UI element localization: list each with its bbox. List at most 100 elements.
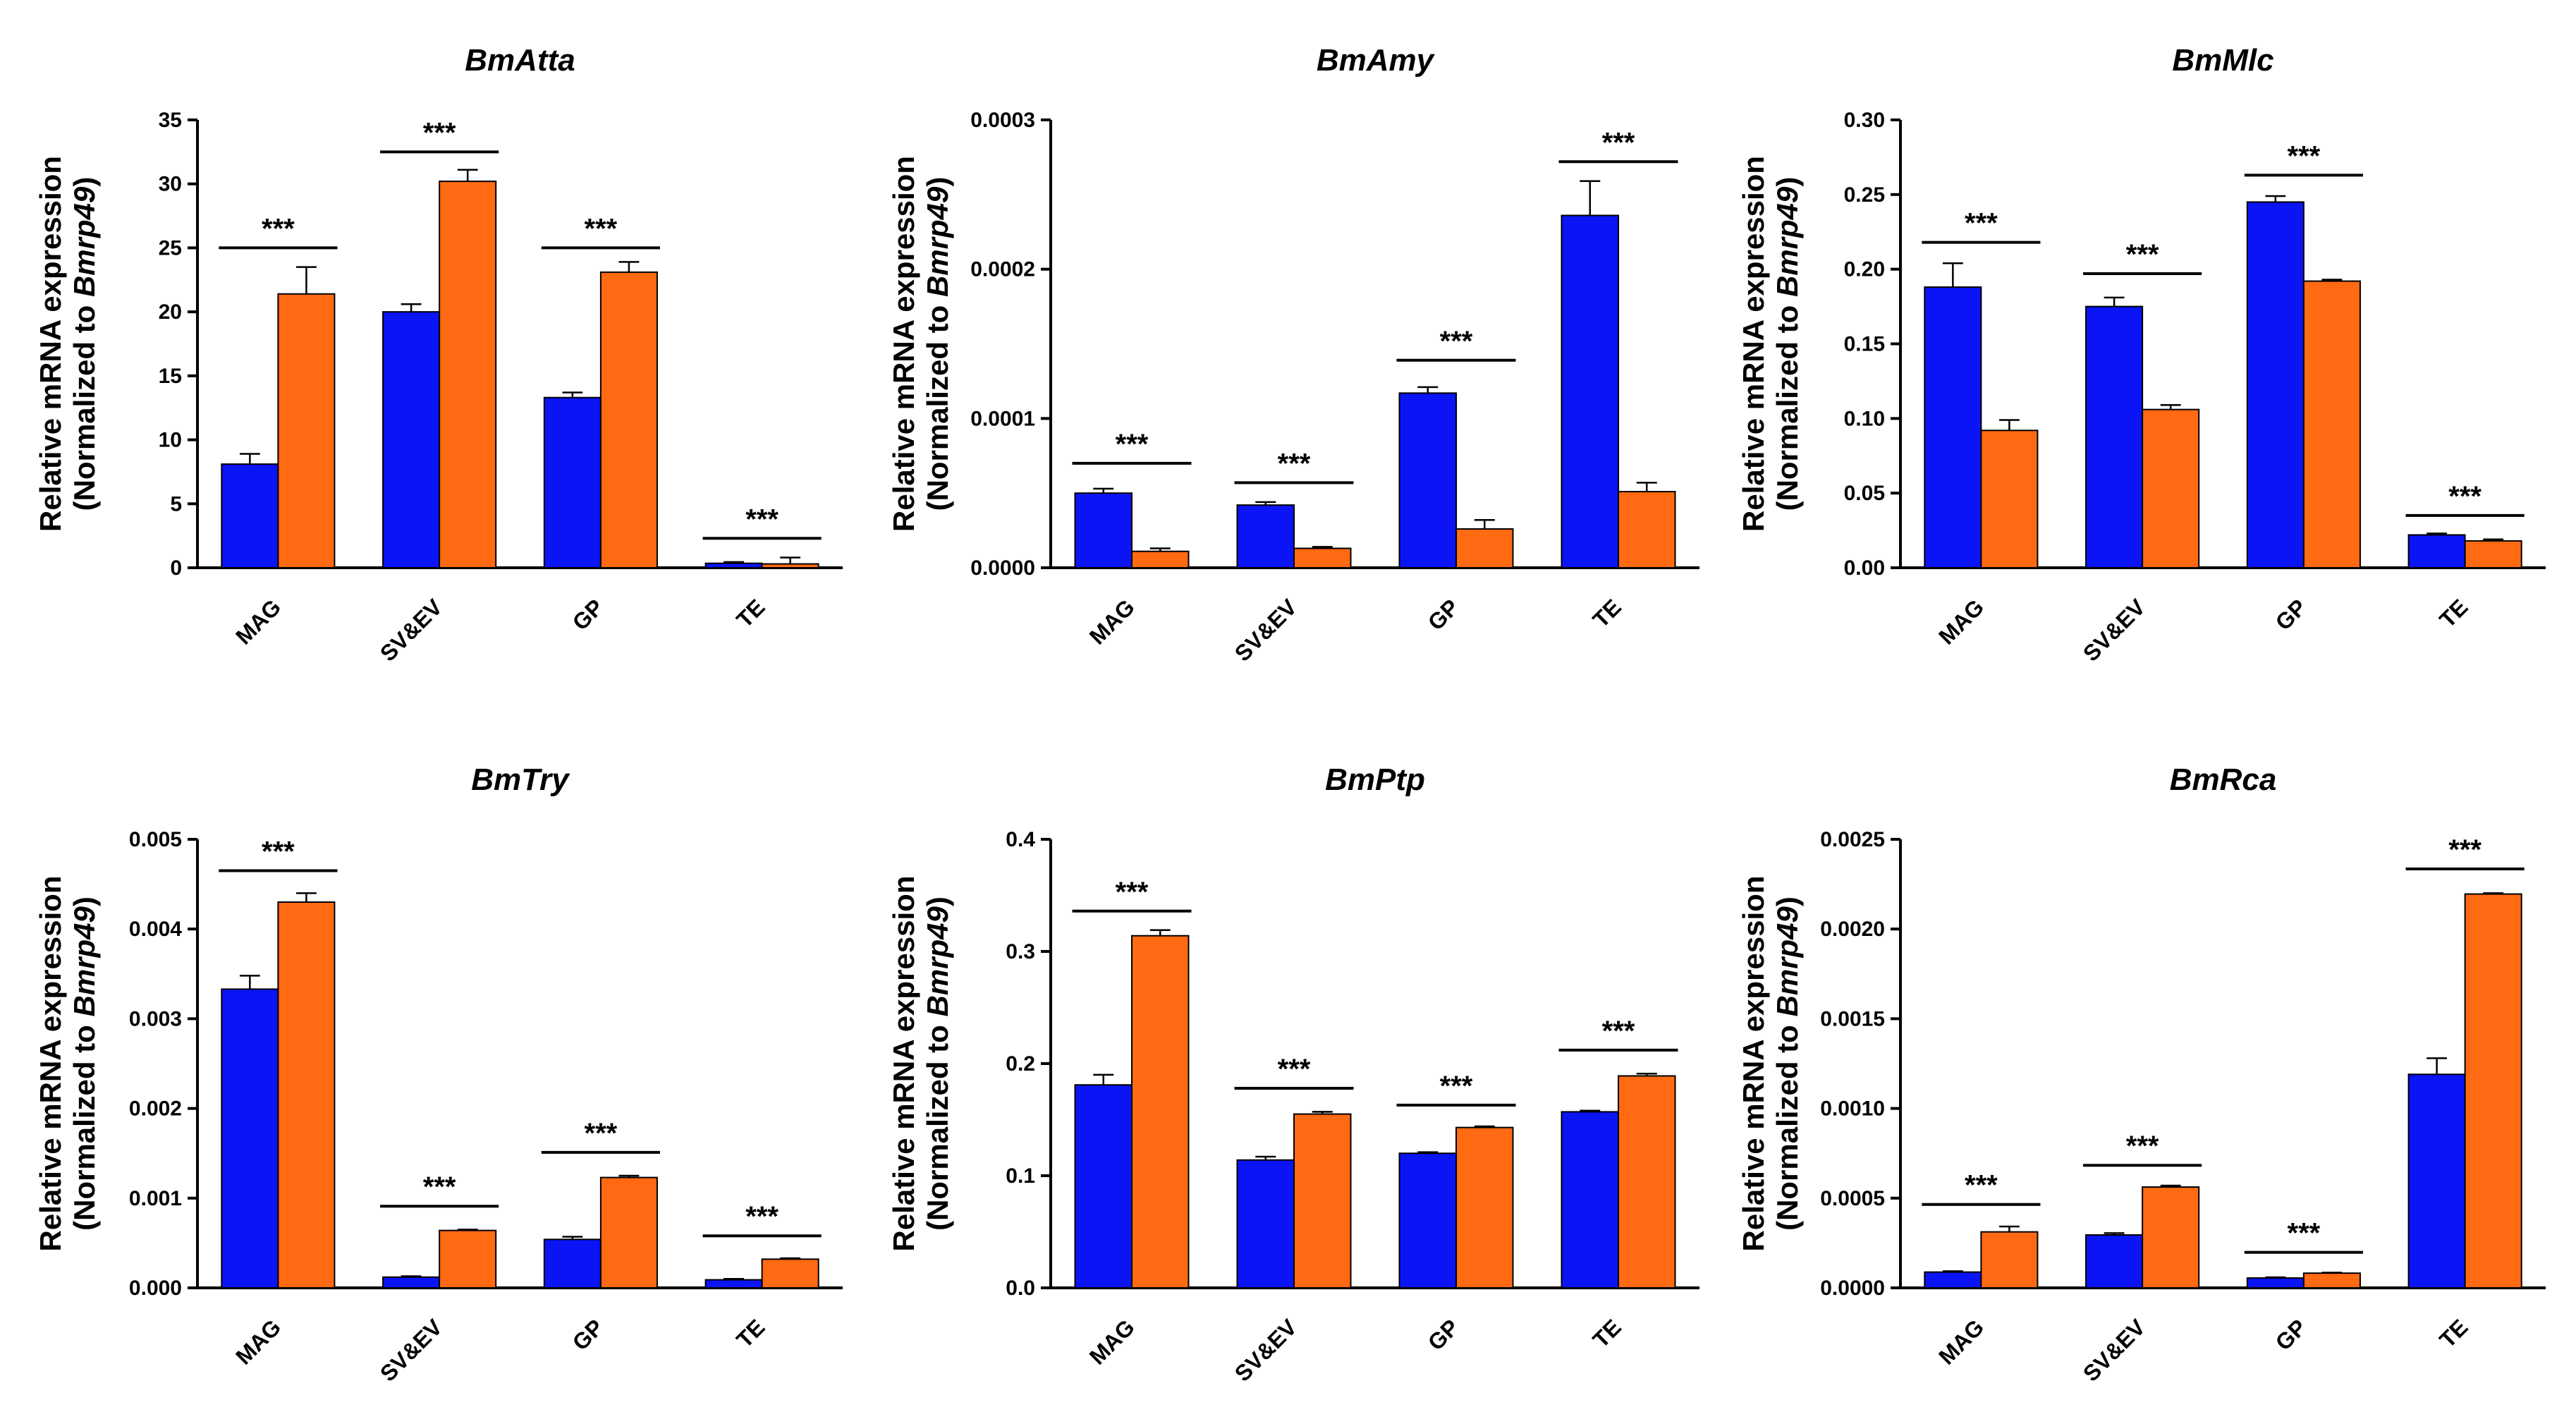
y-tick-label: 0.20 <box>1844 258 1885 281</box>
significance-label: *** <box>1278 448 1311 479</box>
y-tick-label: 0.002 <box>129 1097 182 1121</box>
y-tick-label: 0.001 <box>129 1187 182 1210</box>
bar-blue-0 <box>1924 1271 1982 1289</box>
x-category-label: GP <box>1423 1314 1464 1355</box>
bar-orange-1 <box>1293 547 1352 569</box>
significance-label: *** <box>1440 1071 1473 1102</box>
y-axis-label-suffix: ) <box>921 896 954 906</box>
bar-blue-1 <box>1236 504 1295 568</box>
y-tick-label: 0.0003 <box>970 109 1035 132</box>
y-axis-label-line2: (Normalized to <box>921 1017 954 1231</box>
bar-blue-0 <box>221 988 279 1289</box>
bar-orange-0 <box>1980 1231 2039 1289</box>
y-tick-label: 0.003 <box>129 1007 182 1030</box>
bar-orange-0 <box>277 901 336 1289</box>
chart-title: BmMlc <box>2172 43 2273 78</box>
y-axis-label-gene: Bmrp49 <box>921 186 954 297</box>
chart-panel-bmamy: BmAmy Relative mRNA expression(Normalized… <box>887 43 1699 667</box>
bar-orange-2 <box>1455 528 1514 569</box>
x-category-label: SV&EV <box>375 1314 448 1387</box>
y-axis-label-line2: (Normalized to <box>1771 1017 1804 1231</box>
x-category-label: MAG <box>1085 594 1140 649</box>
y-axis-label-line1: Relative mRNA expression <box>1737 156 1770 532</box>
y-axis-label-gene: Bmrp49 <box>68 906 101 1016</box>
bar-blue-3 <box>704 562 763 569</box>
significance-label: *** <box>745 1201 779 1232</box>
y-axis-label-line1: Relative mRNA expression <box>887 876 920 1252</box>
bar-blue-2 <box>2246 1277 2305 1289</box>
significance-label: *** <box>1965 208 1998 239</box>
chart-panel-bmtry: BmTry Relative mRNA expression(Normalized… <box>34 762 843 1387</box>
y-axis-label-suffix: ) <box>68 177 101 187</box>
y-tick-label: 0.1 <box>1006 1164 1035 1188</box>
significance-label: *** <box>1602 1016 1635 1047</box>
chart-title: BmRca <box>2170 762 2277 797</box>
bar-orange-1 <box>1293 1113 1352 1289</box>
significance-label: *** <box>262 836 295 868</box>
y-tick-label: 0.0001 <box>970 407 1035 430</box>
y-tick-label: 0.0 <box>1006 1277 1035 1300</box>
y-axis-label-gene: Bmrp49 <box>921 906 954 1016</box>
y-tick-label: 15 <box>159 365 182 388</box>
x-category-label: GP <box>568 1314 609 1355</box>
x-category-label: TE <box>1588 594 1626 632</box>
chart-title: BmPtp <box>1325 762 1425 797</box>
x-category-label: GP <box>568 594 609 635</box>
significance-label: *** <box>1116 429 1149 460</box>
y-axis-label: Relative mRNA expression(Normalized to B… <box>34 156 101 532</box>
bar-blue-2 <box>1398 392 1457 568</box>
x-category-label: TE <box>2434 1314 2472 1352</box>
bar-blue-2 <box>543 396 602 569</box>
bar-orange-3 <box>761 1258 819 1289</box>
bar-orange-1 <box>439 1229 497 1289</box>
bar-orange-2 <box>2302 1272 2361 1289</box>
y-tick-label: 0.30 <box>1844 109 1885 132</box>
y-axis-label-line1: Relative mRNA expression <box>1737 876 1770 1252</box>
y-tick-label: 0.25 <box>1844 183 1885 207</box>
x-category-label: GP <box>2271 1314 2312 1355</box>
y-axis-label: Relative mRNA expression(Normalized to B… <box>1737 156 1804 532</box>
bar-orange-0 <box>1131 935 1190 1289</box>
y-tick-label: 0.00 <box>1844 556 1885 580</box>
chart-title: BmAtta <box>465 43 575 78</box>
x-category-label: TE <box>731 1314 769 1352</box>
bar-orange-2 <box>599 1176 658 1289</box>
significance-label: *** <box>2288 1218 2321 1249</box>
chart-title: BmTry <box>471 762 570 797</box>
y-axis-label-line2: (Normalized to <box>68 1017 101 1231</box>
bar-blue-0 <box>221 463 279 568</box>
bar-blue-1 <box>2085 1234 2144 1289</box>
chart-panel-bmatta: BmAtta Relative mRNA expression(Normalize… <box>34 43 843 667</box>
significance-label: *** <box>2126 239 2159 270</box>
y-axis-label-suffix: ) <box>68 896 101 906</box>
x-category-label: SV&EV <box>2078 1314 2151 1387</box>
chart-panel-bmmlc: BmMlc Relative mRNA expression(Normalized… <box>1737 43 2546 667</box>
x-category-label: SV&EV <box>1230 1314 1302 1387</box>
y-tick-label: 0.0015 <box>1820 1007 1885 1030</box>
y-axis-label-line2: (Normalized to <box>1771 297 1804 511</box>
significance-label: *** <box>585 1118 618 1149</box>
bar-orange-3 <box>1618 491 1676 568</box>
x-category-label: TE <box>1588 1314 1626 1352</box>
significance-label: *** <box>1116 877 1149 908</box>
significance-label: *** <box>423 1171 456 1203</box>
x-category-label: TE <box>731 594 769 632</box>
y-axis-label: Relative mRNA expression(Normalized to B… <box>1737 876 1804 1252</box>
y-axis-label-line2: (Normalized to <box>68 297 101 511</box>
bar-blue-3 <box>2407 534 2466 569</box>
y-axis-label-gene: Bmrp49 <box>68 186 101 297</box>
x-category-label: MAG <box>231 1314 286 1369</box>
bar-blue-1 <box>1236 1159 1295 1289</box>
significance-label: *** <box>745 504 779 535</box>
significance-label: *** <box>423 117 456 148</box>
chart-title: BmAmy <box>1317 43 1436 78</box>
bar-blue-3 <box>704 1279 763 1289</box>
y-tick-label: 0.10 <box>1844 407 1885 430</box>
bar-blue-0 <box>1074 1084 1133 1289</box>
y-axis-label-line1: Relative mRNA expression <box>34 156 67 532</box>
x-category-label: MAG <box>1085 1314 1140 1369</box>
bar-blue-3 <box>2407 1073 2466 1289</box>
y-tick-label: 10 <box>159 429 182 452</box>
y-axis-label-suffix: ) <box>1771 177 1804 187</box>
